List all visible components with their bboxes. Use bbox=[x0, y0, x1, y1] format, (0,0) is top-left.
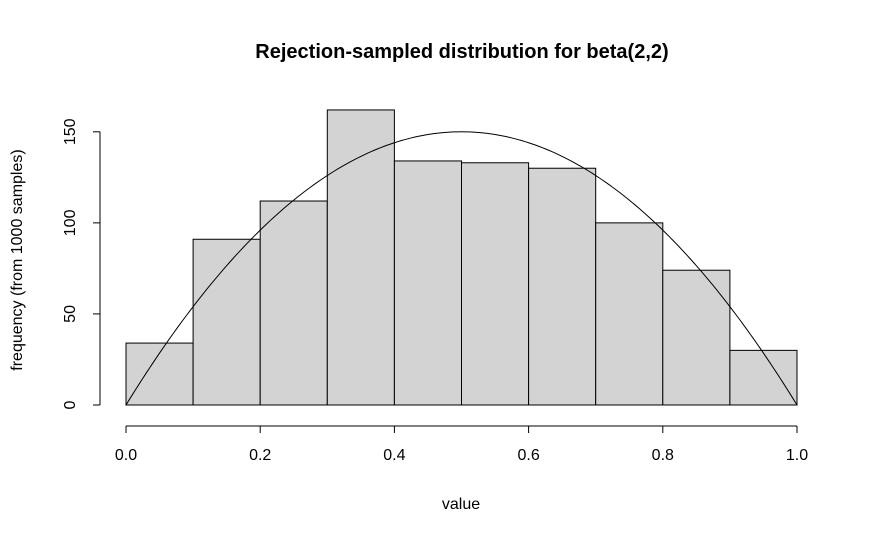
y-axis: 0 50 100 150 bbox=[62, 118, 101, 409]
chart-title: Rejection-sampled distribution for beta(… bbox=[255, 41, 668, 63]
x-tick-label-1: 0.2 bbox=[249, 447, 271, 464]
histogram-bar-10 bbox=[729, 349, 798, 406]
y-tick-label-0: 0 bbox=[62, 400, 79, 409]
histogram-bar-4 bbox=[326, 109, 395, 406]
histogram-bar-8 bbox=[595, 222, 664, 406]
y-axis-label: frequency (from 1000 samples) bbox=[9, 149, 26, 370]
x-tick-label-3: 0.6 bbox=[517, 447, 539, 464]
y-tick-label-2: 100 bbox=[62, 209, 79, 236]
x-tick-label-5: 1.0 bbox=[786, 447, 808, 464]
y-tick-label-3: 150 bbox=[62, 118, 79, 145]
histogram-bars bbox=[125, 109, 798, 406]
x-axis: 0.0 0.2 0.4 0.6 0.8 1.0 bbox=[115, 425, 808, 464]
histogram-bar-2 bbox=[192, 238, 261, 406]
x-tick-label-0: 0.0 bbox=[115, 447, 137, 464]
x-axis-label: value bbox=[442, 496, 480, 513]
density-curve bbox=[125, 131, 798, 406]
histogram-bar-5 bbox=[393, 160, 462, 406]
x-tick-label-2: 0.4 bbox=[383, 447, 405, 464]
histogram-bar-3 bbox=[259, 200, 328, 406]
y-tick-label-1: 50 bbox=[62, 305, 79, 323]
x-tick-label-4: 0.8 bbox=[652, 447, 674, 464]
histogram-bar-6 bbox=[461, 162, 530, 406]
histogram-bar-9 bbox=[662, 269, 731, 406]
histogram-bar-7 bbox=[528, 167, 597, 406]
